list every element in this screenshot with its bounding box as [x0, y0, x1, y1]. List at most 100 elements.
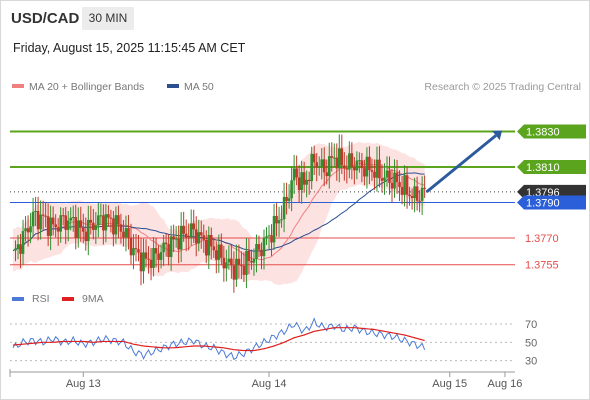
- candle-body: [177, 238, 180, 250]
- candle-body: [207, 234, 211, 256]
- candle-body: [157, 253, 160, 260]
- candle-body: [46, 216, 50, 236]
- candle-body: [265, 236, 268, 238]
- candle-body: [167, 244, 170, 258]
- candle-body: [204, 239, 208, 256]
- candle-body: [338, 148, 341, 169]
- rsi-ma-line: [12, 327, 425, 352]
- candle-body: [142, 252, 145, 272]
- candle-body: [76, 220, 80, 238]
- candle-body: [69, 217, 73, 221]
- candle-body: [390, 182, 394, 189]
- candle-body: [350, 153, 354, 168]
- candle-body: [154, 248, 158, 254]
- candle-body: [29, 226, 32, 233]
- legend-label-rsi: RSI: [32, 293, 50, 305]
- candle-body: [104, 214, 108, 231]
- credit-text: Research © 2025 Trading Central: [424, 81, 581, 93]
- candle-body: [292, 168, 296, 181]
- candle-body: [408, 194, 411, 197]
- candle-body: [393, 172, 396, 189]
- candle-body: [215, 250, 218, 260]
- rsi-tick-30: 30: [525, 356, 537, 368]
- candle-body: [297, 177, 301, 191]
- candle-body: [217, 244, 221, 260]
- candle-body: [385, 170, 389, 178]
- candle-body: [152, 248, 155, 268]
- legend-swatch-ma20: [12, 84, 24, 88]
- candle-body: [335, 157, 339, 169]
- candle-body: [398, 182, 401, 188]
- candle-body: [415, 186, 419, 201]
- candle-body: [320, 159, 324, 167]
- datetime-label: Friday, August 15, 2025 11:15:45 AM CET: [13, 41, 246, 55]
- candle-body: [202, 235, 206, 240]
- candle-body: [305, 179, 308, 185]
- level-tag-1.3810: [517, 160, 586, 175]
- candle-body: [102, 215, 105, 231]
- candle-body: [209, 234, 213, 247]
- candle-body: [257, 244, 261, 250]
- candle-body: [420, 187, 424, 201]
- candle-body: [370, 170, 374, 172]
- x-tick-label-Aug-15: Aug 15: [432, 378, 467, 390]
- candle-body: [134, 248, 138, 250]
- candle-body: [94, 225, 98, 230]
- candle-body: [252, 259, 256, 263]
- candle-body: [109, 217, 113, 219]
- candle-body: [267, 235, 271, 237]
- candle-body: [302, 172, 306, 185]
- candle-body: [287, 198, 291, 201]
- candle-body: [49, 217, 52, 236]
- candle-body: [197, 232, 201, 244]
- candle-body: [242, 265, 246, 275]
- timeframe-badge[interactable]: 30 MIN: [82, 7, 134, 30]
- legend-label-rsi-ma: 9MA: [82, 293, 104, 305]
- candle-body: [343, 165, 346, 169]
- candle-body: [285, 196, 288, 201]
- candle-body: [405, 175, 409, 195]
- level-label-1.3830: 1.3830: [526, 127, 560, 139]
- candle-body: [330, 156, 334, 158]
- candle-body: [312, 153, 316, 163]
- candle-body: [277, 220, 281, 224]
- candle-body: [139, 252, 143, 272]
- candle-body: [355, 160, 359, 171]
- candle-body: [307, 179, 311, 182]
- candle-body: [240, 265, 243, 267]
- legend-label-ma50: MA 50: [184, 81, 214, 93]
- candle-body: [92, 222, 95, 230]
- candle-body: [24, 228, 27, 232]
- candle-body: [137, 249, 140, 253]
- candle-body: [322, 159, 326, 173]
- candle-body: [340, 148, 344, 166]
- candle-body: [358, 160, 361, 162]
- candle-body: [230, 258, 233, 266]
- candle-body: [84, 231, 88, 242]
- candle-body: [179, 225, 183, 250]
- candle-body: [187, 237, 190, 239]
- candle-body: [124, 228, 128, 238]
- candle-body: [237, 258, 241, 266]
- candle-body: [164, 242, 168, 245]
- candle-body: [149, 259, 153, 268]
- projection-arrow-head: [492, 130, 503, 141]
- candle-body: [418, 200, 421, 202]
- projection-arrow-line: [425, 134, 497, 194]
- candle-body: [262, 237, 266, 257]
- candle-body: [26, 228, 30, 233]
- candle-body: [174, 238, 178, 240]
- candle-body: [132, 248, 135, 256]
- candle-body: [363, 168, 366, 177]
- legend-swatch-rsi-ma: [62, 297, 74, 301]
- candle-body: [235, 258, 238, 280]
- level-tag-1.3830: [517, 124, 586, 139]
- candle-body: [383, 177, 386, 181]
- legend-label-ma20: MA 20 + Bollinger Bands: [29, 81, 144, 93]
- x-tick-label-Aug-16: Aug 16: [488, 378, 523, 390]
- candle-body: [295, 168, 298, 178]
- candle-body: [373, 171, 376, 178]
- candle-body: [325, 172, 329, 177]
- candle-body: [365, 156, 369, 177]
